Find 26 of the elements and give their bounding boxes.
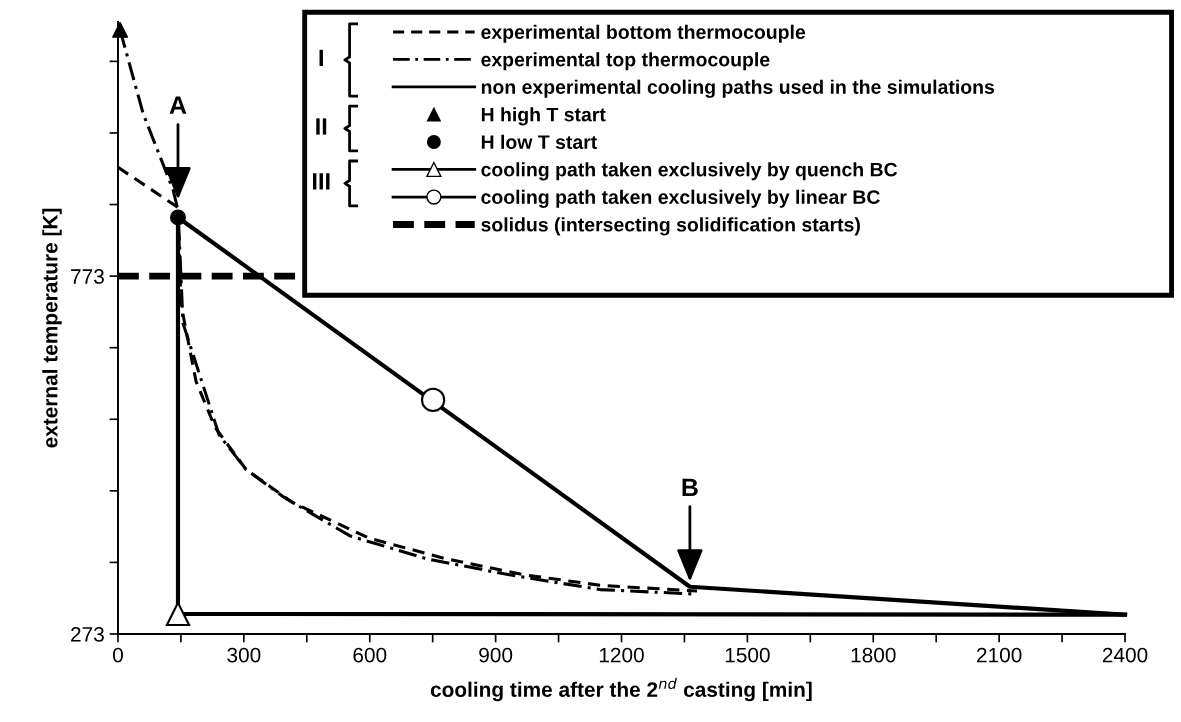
legend-label: non experimental cooling paths used in the simulations	[481, 79, 995, 98]
x-tick-label: 0	[113, 647, 123, 663]
legend-label: H high T start	[481, 107, 606, 126]
annotation: B	[682, 478, 698, 496]
x-axis-title: cooling time after the 2$^{nd}$ casting [min]	[430, 677, 812, 702]
legend-label: experimental top thermocouple	[481, 52, 770, 71]
x-tick-label: 1200	[599, 647, 644, 663]
x-tick-label: 2400	[1102, 647, 1148, 663]
legend-label: H low T start	[481, 134, 597, 150]
x-tick-label: 1800	[851, 647, 896, 663]
y-axis-title: external temperature [K]	[42, 208, 62, 448]
x-tick-label: 300	[227, 647, 261, 663]
legend-label: cooling path taken exclusively by quench BC	[481, 162, 898, 181]
annotation: I	[319, 49, 323, 67]
x-tick-label: 1500	[725, 647, 770, 663]
legend-label: solidus (intersecting solidification starts)	[481, 217, 860, 236]
annotation: III	[312, 173, 330, 190]
legend-label: experimental bottom thermocouple	[481, 24, 806, 43]
annotation: II	[316, 118, 327, 135]
x-tick-label: 900	[479, 647, 513, 663]
y-tick-label: 273	[71, 626, 104, 642]
legend-label: cooling path taken exclusively by linear BC	[481, 189, 880, 208]
y-tick-label: 773	[71, 269, 104, 284]
x-tick-label: 2100	[977, 647, 1022, 663]
annotation: A	[169, 96, 187, 114]
x-tick-label: 600	[353, 647, 387, 663]
